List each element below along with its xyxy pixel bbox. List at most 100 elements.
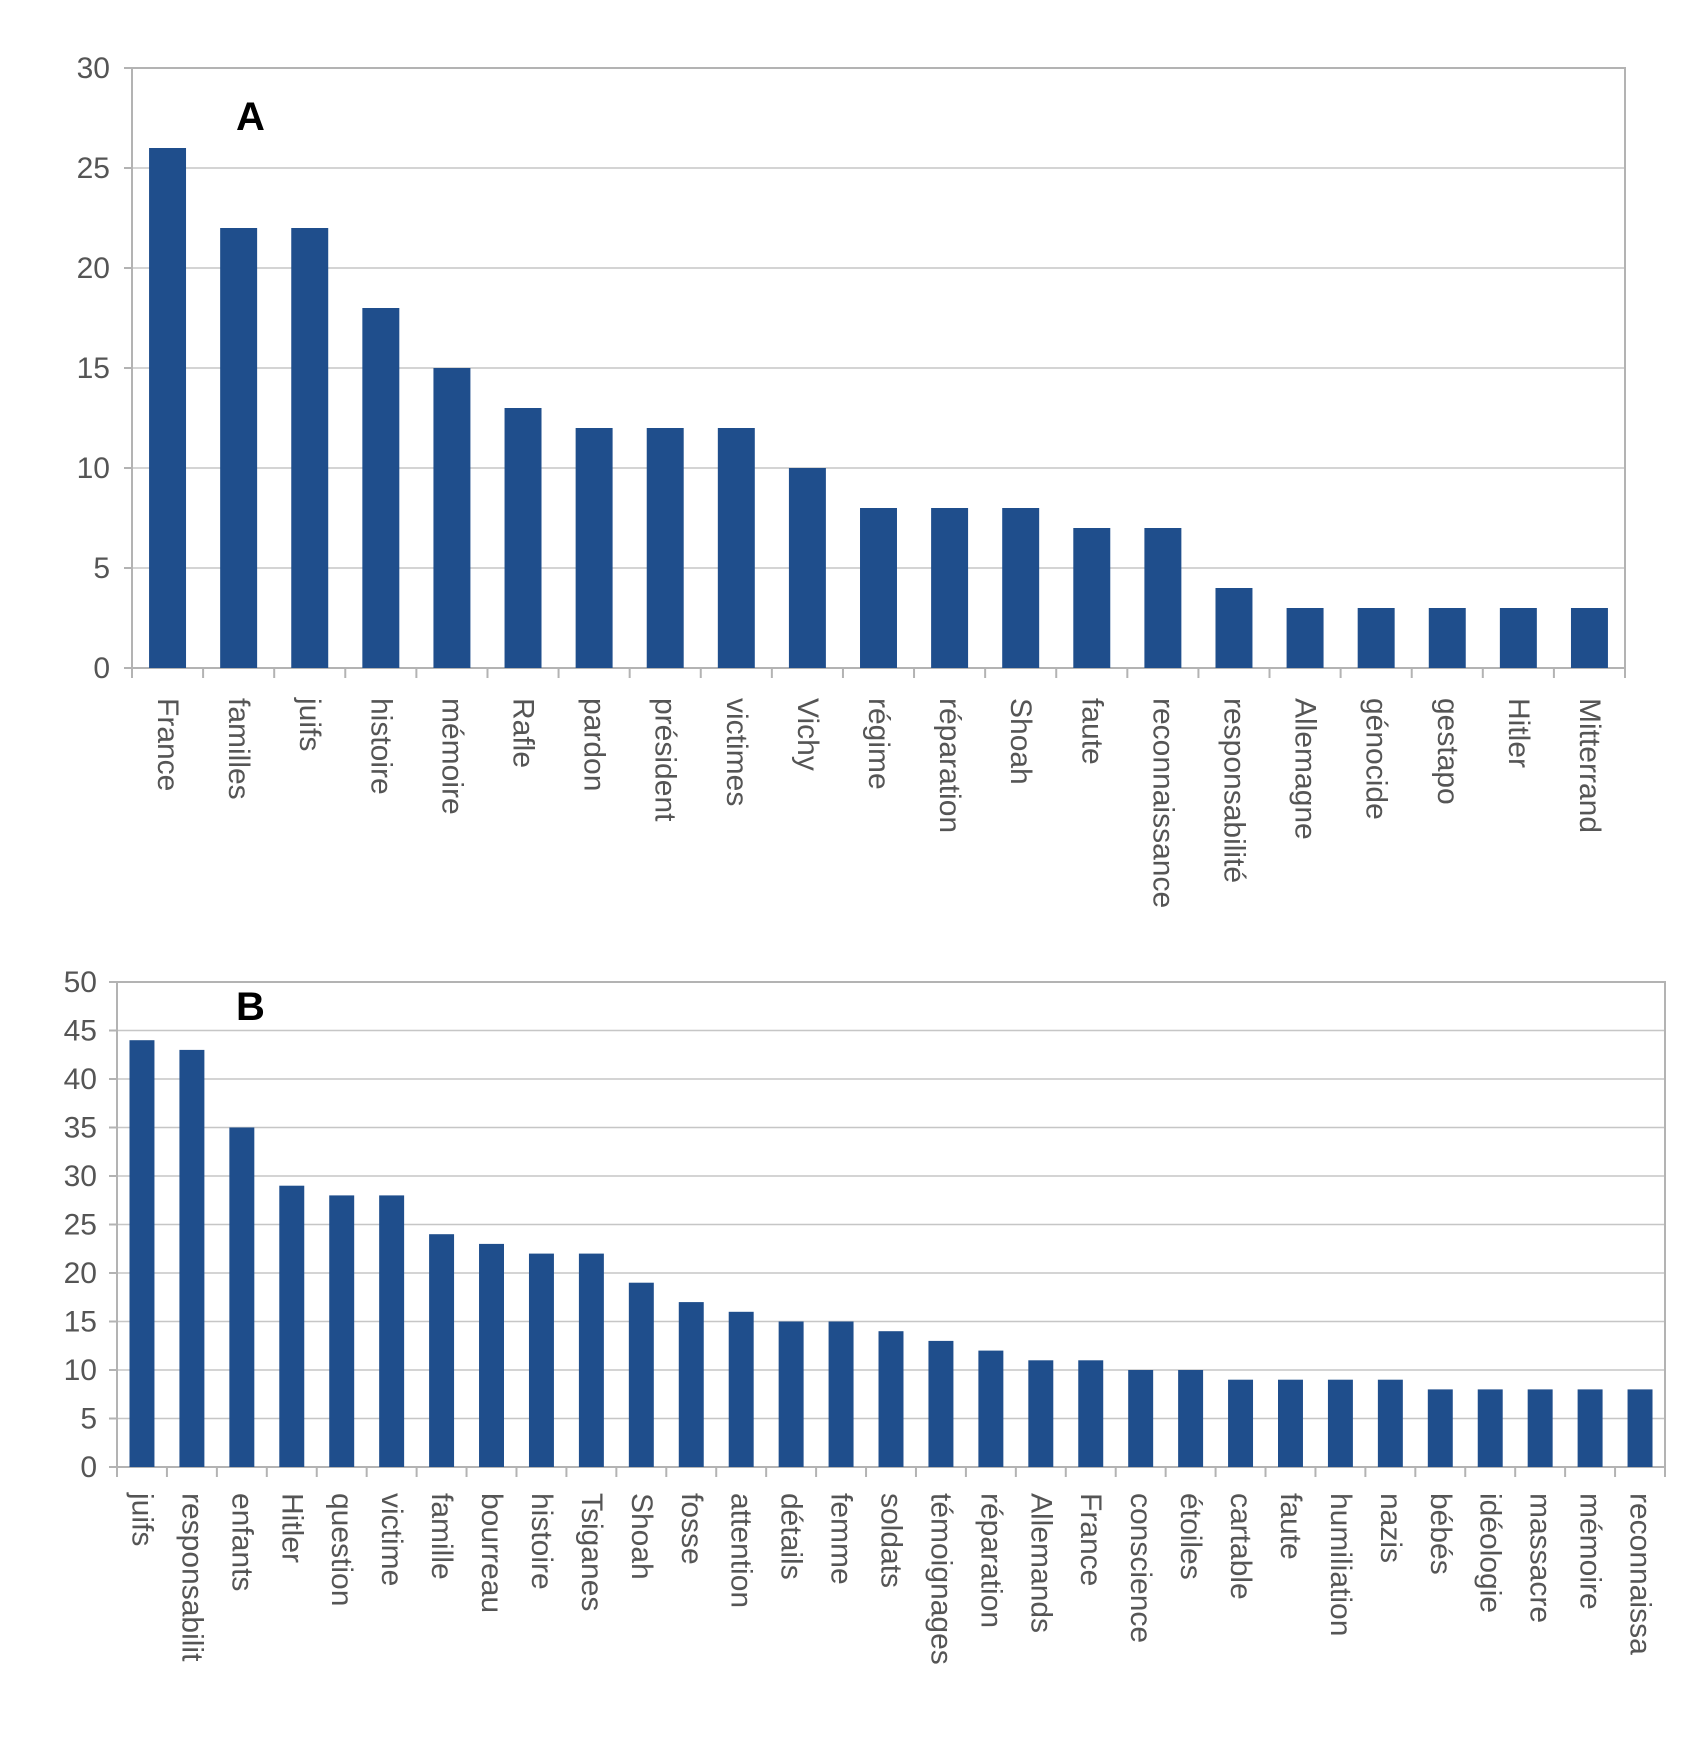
x-tick-label: Shoah xyxy=(1004,698,1037,785)
y-tick-label: 35 xyxy=(64,1112,97,1145)
x-tick-label: reconnaissance xyxy=(1146,698,1179,908)
x-tick-label: humiliation xyxy=(1324,1493,1357,1636)
y-tick-label: 0 xyxy=(93,652,110,685)
y-tick-label: 15 xyxy=(77,352,110,385)
x-tick-label: fosse xyxy=(675,1493,708,1565)
y-tick-label: 50 xyxy=(64,966,97,999)
y-tick-label: 5 xyxy=(93,552,110,585)
x-tick-label: génocide xyxy=(1360,698,1393,820)
bar-reconnaissa xyxy=(1627,1389,1653,1467)
x-tick-label: Hitler xyxy=(1502,698,1535,768)
x-tick-label: victime xyxy=(375,1493,408,1586)
x-tick-label: témoignages xyxy=(924,1493,957,1665)
x-tick-label: reconnaissa xyxy=(1624,1493,1657,1655)
bar-France xyxy=(149,148,187,668)
x-tick-label: France xyxy=(151,698,184,791)
bar-témoignages xyxy=(928,1340,954,1467)
bar-responsabilité xyxy=(1215,588,1253,668)
x-tick-label: Tsiganes xyxy=(575,1493,608,1611)
bar-génocide xyxy=(1357,608,1395,668)
bar-juifs xyxy=(129,1040,155,1467)
bar-Hitler xyxy=(1499,608,1537,668)
x-tick-label: famille xyxy=(425,1493,458,1580)
x-tick-label: idéologie xyxy=(1474,1493,1507,1613)
y-tick-label: 20 xyxy=(64,1257,97,1290)
x-tick-label: Mitterrand xyxy=(1573,698,1606,833)
bar-mémoire xyxy=(433,368,471,668)
x-tick-label: responsabilit xyxy=(175,1493,208,1662)
bar-Mitterrand xyxy=(1570,608,1608,668)
panel-label: B xyxy=(236,985,265,1029)
x-tick-label: histoire xyxy=(364,698,397,795)
bar-victime xyxy=(379,1195,405,1467)
y-tick-label: 10 xyxy=(77,452,110,485)
bar-massacre xyxy=(1527,1389,1553,1467)
x-tick-label: massacre xyxy=(1524,1493,1557,1623)
x-tick-label: gestapo xyxy=(1431,698,1464,805)
bar-Shoah xyxy=(1002,508,1040,668)
x-tick-label: bébés xyxy=(1424,1493,1457,1575)
bar-humiliation xyxy=(1327,1379,1353,1467)
y-tick-label: 20 xyxy=(77,252,110,285)
bar-famille xyxy=(429,1234,455,1467)
y-tick-label: 25 xyxy=(64,1209,97,1242)
x-tick-label: enfants xyxy=(225,1493,258,1591)
bar-France xyxy=(1078,1360,1104,1467)
bar-familles xyxy=(220,228,258,668)
bar-Allemagne xyxy=(1286,608,1324,668)
panel-label: A xyxy=(236,95,265,139)
bar-Hitler xyxy=(279,1185,305,1467)
x-tick-label: bourreau xyxy=(475,1493,508,1613)
bar-bébés xyxy=(1427,1389,1453,1467)
x-tick-label: Rafle xyxy=(507,698,540,768)
y-tick-label: 30 xyxy=(77,52,110,85)
bar-étoiles xyxy=(1178,1370,1204,1467)
bar-faute xyxy=(1073,528,1111,668)
x-tick-label: Hitler xyxy=(275,1493,308,1563)
x-tick-label: faute xyxy=(1075,698,1108,765)
x-tick-label: nazis xyxy=(1374,1493,1407,1563)
x-tick-label: réparation xyxy=(974,1493,1007,1628)
bar-histoire xyxy=(528,1253,554,1467)
y-tick-label: 30 xyxy=(64,1160,97,1193)
bar-soldats xyxy=(878,1331,904,1467)
bar-nazis xyxy=(1377,1379,1403,1467)
bar-Vichy xyxy=(788,468,826,668)
bar-bourreau xyxy=(479,1243,504,1467)
x-tick-label: victimes xyxy=(720,698,753,806)
x-tick-label: président xyxy=(649,698,682,822)
bar-reconnaissance xyxy=(1144,528,1182,668)
x-tick-label: Vichy xyxy=(791,698,824,771)
bar-gestapo xyxy=(1428,608,1466,668)
bar-cartable xyxy=(1228,1379,1254,1467)
x-tick-label: Allemagne xyxy=(1289,698,1322,840)
bar-faute xyxy=(1278,1379,1303,1467)
x-tick-label: mémoire xyxy=(435,698,468,815)
y-tick-label: 10 xyxy=(64,1354,97,1387)
bar-Allemands xyxy=(1028,1360,1054,1467)
x-tick-label: étoiles xyxy=(1174,1493,1207,1580)
x-tick-label: Allemands xyxy=(1024,1493,1057,1633)
bar-juifs xyxy=(291,228,329,668)
x-tick-label: cartable xyxy=(1224,1493,1257,1600)
y-tick-label: 5 xyxy=(80,1403,97,1436)
bar-mémoire xyxy=(1577,1389,1603,1467)
x-tick-label: Shoah xyxy=(625,1493,658,1580)
x-tick-label: juifs xyxy=(125,1492,158,1546)
bar-Shoah xyxy=(628,1282,654,1467)
bar-président xyxy=(646,428,684,668)
x-tick-label: conscience xyxy=(1124,1493,1157,1643)
bar-détails xyxy=(778,1321,804,1467)
x-tick-label: mémoire xyxy=(1574,1493,1607,1610)
x-tick-label: juifs xyxy=(293,697,326,751)
bar-réparation xyxy=(931,508,969,668)
y-tick-label: 15 xyxy=(64,1306,97,1339)
bar-Tsiganes xyxy=(578,1253,604,1467)
x-tick-label: soldats xyxy=(875,1493,908,1588)
bar-pardon xyxy=(575,428,613,668)
x-tick-label: attention xyxy=(725,1493,758,1608)
bar-responsabilit xyxy=(179,1049,205,1467)
y-tick-label: 0 xyxy=(80,1451,97,1484)
bar-attention xyxy=(728,1311,754,1467)
